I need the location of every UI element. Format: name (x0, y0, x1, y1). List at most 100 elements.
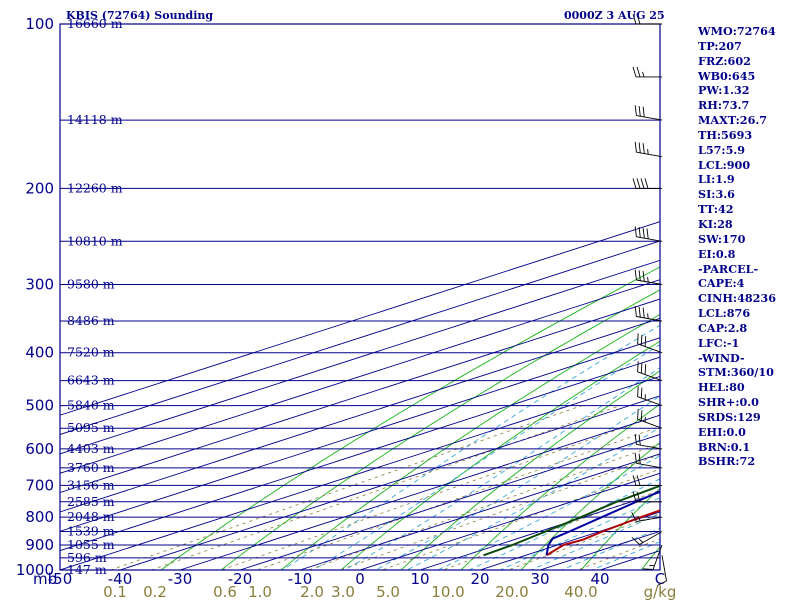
moist-adiabat (312, 344, 660, 570)
wind-barb-half-flag (637, 516, 641, 522)
pressure-tick-label: 300 (25, 276, 54, 294)
parcel-trace (545, 490, 660, 556)
index-value: HEL:80 (698, 380, 745, 395)
wind-barb-flag (637, 333, 639, 344)
mixing-ratio-tick-label: 2.0 (300, 583, 324, 600)
index-value: BRN:0.1 (698, 439, 751, 454)
height-label: 8486 m (67, 313, 115, 328)
temperature-trace (545, 509, 660, 557)
indices-panel: WMO:72764 TP:207 FRZ:602 WB0:645 PW:1.32 RH:7… (698, 24, 798, 469)
index-value: CINH:48236 (698, 291, 776, 306)
isotherm (60, 221, 660, 416)
moist-adiabat (343, 367, 660, 570)
pressure-tick-label: 100 (25, 15, 54, 33)
index-value: TP:207 (698, 38, 742, 53)
index-value: LCL:900 (698, 157, 751, 172)
wind-barb (656, 555, 667, 587)
wind-barb-flag (638, 142, 641, 153)
index-value: MAXT:26.7 (698, 113, 768, 128)
height-label: 6643 m (67, 373, 115, 388)
height-label: 5095 m (67, 420, 115, 435)
mixing-ratio-line (256, 426, 660, 570)
wind-barb-flag (632, 13, 637, 25)
height-label: 147 m (67, 562, 107, 577)
pressure-tick-label: 700 (25, 476, 54, 494)
wind-barb-flag (637, 361, 639, 372)
wind-barb-flag (637, 386, 639, 397)
wind-barb-flag (638, 453, 641, 465)
wind-barb-flag (644, 364, 647, 375)
height-label: 16660 m (67, 16, 123, 31)
wind-barb (642, 544, 663, 570)
wind-barb-flag (631, 512, 637, 522)
isotherm (299, 453, 660, 570)
wind-barb (632, 66, 662, 78)
index-value: LCL:876 (698, 306, 751, 321)
isotherm (60, 259, 660, 455)
wind-barb-flag (634, 105, 637, 116)
height-labels: 16660 m 14118 m 12260 m 10810 m 9580 m 8486 m… (67, 16, 123, 577)
wind-barbs (631, 13, 667, 587)
pressure-tick-label: 1000 (16, 561, 54, 579)
wind-barb-flag (640, 178, 645, 189)
isotherm (60, 317, 660, 513)
isotherm (179, 414, 660, 570)
temperature-tick-label: 0 (355, 570, 365, 588)
pressure-tick-label: 800 (25, 508, 54, 526)
wind-barb-flag (636, 13, 641, 25)
wind-barb-flag (642, 307, 645, 318)
wind-barb-flag (634, 141, 637, 153)
index-value: SW:170 (698, 231, 746, 246)
moist-adiabat (468, 478, 660, 570)
wind-barb-staff (636, 151, 663, 158)
wind-barb-flag (642, 106, 645, 118)
wind-barb-flag (632, 66, 637, 78)
wind-barb-staff (636, 279, 663, 285)
wind-barb (637, 386, 663, 407)
mixing-ratio-tick-label: 1.0 (248, 583, 272, 600)
wind-barb-staff (639, 531, 663, 545)
wind-barb-staff (652, 544, 663, 570)
station-title: KBIS (72764) Sounding (66, 9, 214, 22)
height-label: 14118 m (67, 112, 123, 127)
height-label: 596 m (67, 550, 107, 565)
index-value: EHI:0.0 (698, 424, 746, 439)
index-value: BSHR:72 (698, 454, 756, 469)
wind-barb-flag (640, 410, 643, 421)
wind-barb (632, 491, 662, 503)
isotherm (60, 240, 660, 435)
sounding-time: 0000Z 3 AUG 25 (564, 9, 665, 22)
wind-barb (637, 333, 663, 354)
wind-barb-flag (640, 362, 643, 374)
moist-adiabat (281, 324, 660, 570)
wind-barb-flag (631, 536, 640, 545)
isotherms (60, 221, 660, 570)
wind-barb (634, 269, 663, 285)
index-value: CAPE:4 (698, 276, 745, 291)
wind-barb-flag (638, 434, 641, 446)
wind-barb-staff (637, 343, 663, 354)
wind-barb-staff (637, 396, 663, 407)
wind-barb-flag (634, 269, 637, 281)
temperature-tick-label: -40 (108, 570, 133, 588)
mixing-ratio-tick-label: 0.2 (143, 583, 167, 600)
wind-barb-flag (634, 452, 637, 464)
isotherm (60, 337, 660, 532)
wind-barb (634, 433, 663, 450)
wind-barb-flag (634, 433, 637, 445)
height-label: 2048 m (67, 509, 115, 524)
mixing-ratio-lines (109, 405, 660, 570)
wind-barb-flag (634, 226, 637, 237)
index-value: SI:3.6 (698, 187, 735, 202)
wind-barb (632, 475, 662, 486)
wind-barb-half-flag (647, 313, 649, 319)
wind-barb-flag (644, 336, 647, 347)
wind-barb-flag (640, 387, 643, 399)
mixing-ratio-tick-label: 0.1 (103, 583, 127, 600)
wind-barb-flag (632, 491, 637, 502)
index-value: CAP:2.8 (698, 320, 748, 335)
wind-barb-flag (656, 580, 667, 587)
isotherm (60, 298, 660, 494)
wind-barb-half-flag (647, 276, 649, 283)
